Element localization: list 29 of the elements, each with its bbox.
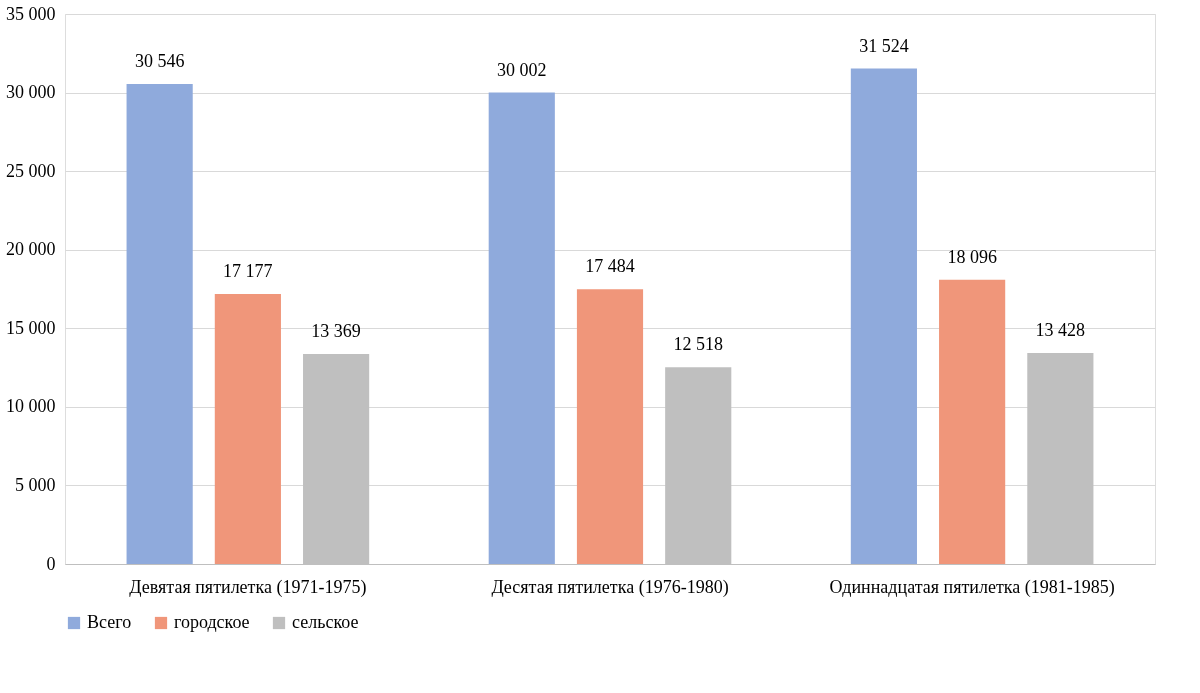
x-tick-label: Девятая пятилетка (1971-1975)	[129, 576, 367, 598]
bar	[939, 279, 1006, 564]
y-tick-label: 25 000	[6, 160, 56, 181]
bar	[488, 92, 555, 564]
legend-label: сельское	[292, 612, 359, 632]
y-tick-label: 35 000	[6, 3, 56, 24]
y-tick-label: 20 000	[6, 239, 56, 260]
data-label: 31 524	[859, 35, 909, 56]
legend-label: городское	[174, 612, 250, 632]
data-label: 12 518	[673, 334, 723, 355]
x-tick-label: Одиннадцатая пятилетка (1981-1985)	[829, 576, 1115, 598]
data-label: 17 177	[223, 261, 273, 282]
data-label: 17 484	[585, 256, 635, 277]
data-label: 13 428	[1035, 319, 1086, 340]
x-tick-label: Десятая пятилетка (1976-1980)	[491, 576, 729, 598]
bar	[850, 68, 917, 564]
data-label: 30 546	[134, 50, 185, 71]
bar	[576, 289, 644, 564]
data-label: 30 002	[497, 59, 547, 80]
legend-label: Всего	[87, 612, 132, 632]
bar	[126, 83, 193, 564]
y-tick-label: 5 000	[15, 474, 56, 495]
data-label: 13 369	[311, 320, 361, 341]
data-label: 18 096	[947, 246, 997, 267]
y-tick-label: 0	[46, 553, 56, 574]
y-tick-label: 10 000	[6, 396, 56, 417]
y-tick-label: 30 000	[6, 82, 56, 103]
y-tick-label: 15 000	[6, 317, 56, 338]
bar	[214, 294, 281, 564]
